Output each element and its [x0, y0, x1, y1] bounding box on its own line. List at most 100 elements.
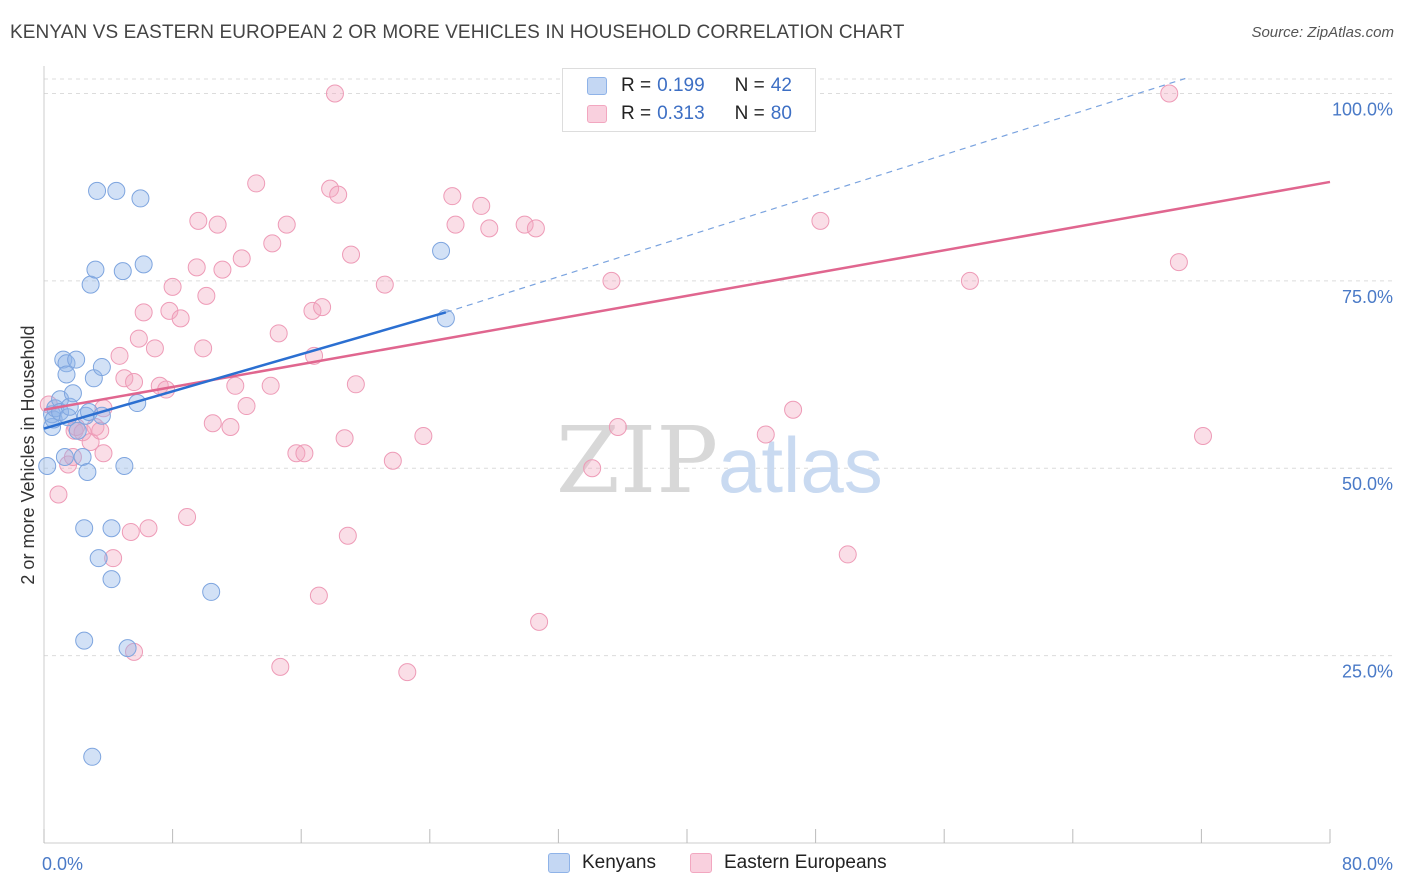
- eastern-point: [383, 451, 402, 470]
- eastern-point: [203, 414, 222, 433]
- kenyan-point: [92, 358, 111, 377]
- series-legend: Kenyans Eastern Europeans: [548, 852, 921, 874]
- eastern-point: [1160, 84, 1179, 103]
- legend-kenyans-label: Kenyans: [582, 852, 656, 873]
- kenyan-point: [202, 582, 221, 601]
- kenyan-point: [75, 631, 94, 650]
- eastern-point: [208, 215, 227, 234]
- eastern-point: [342, 245, 361, 264]
- kenyan-point: [131, 189, 150, 208]
- y-tick-label: 25.0%: [1342, 662, 1393, 682]
- y-tick-label: 50.0%: [1342, 474, 1393, 494]
- kenyan-point: [63, 384, 82, 403]
- eastern-european-points: [39, 84, 1213, 682]
- source-label: Source: ZipAtlas.com: [1251, 24, 1394, 41]
- legend-n-label: N =: [734, 103, 765, 124]
- eastern-point: [480, 219, 499, 238]
- trend-lines: [43, 77, 1331, 430]
- eastern-point: [277, 215, 296, 234]
- eastern-point: [756, 425, 775, 444]
- kenyan-point: [83, 747, 102, 766]
- kenyan-point: [118, 639, 137, 658]
- eastern-point: [472, 196, 491, 215]
- correlation-legend: R = 0.199 N = 42 R = 0.313 N = 80: [562, 68, 816, 132]
- eastern-point: [443, 187, 462, 206]
- eastern-point: [526, 219, 545, 238]
- eastern-point: [189, 211, 208, 230]
- eastern-point: [398, 663, 417, 682]
- eastern-point: [446, 215, 465, 234]
- eastern-point: [608, 418, 627, 437]
- eastern-point: [91, 421, 110, 440]
- kenyan-point: [73, 448, 92, 466]
- eastern-point: [1194, 427, 1213, 446]
- kenyan-swatch: [548, 853, 570, 873]
- y-axis-label: 2 or more Vehicles in Household: [18, 325, 38, 584]
- kenyan-point: [107, 181, 126, 200]
- kenyan-point: [89, 549, 108, 568]
- eastern-point: [178, 507, 197, 526]
- eastern-point: [187, 258, 206, 277]
- eastern-point: [329, 185, 348, 204]
- kenyan-point: [134, 255, 153, 274]
- eastern-point: [125, 373, 144, 392]
- eastern-point: [269, 324, 288, 343]
- eastern-point: [295, 444, 314, 463]
- eastern-point: [237, 397, 256, 416]
- kenyan-point: [78, 462, 97, 481]
- legend-row-eastern: R = 0.313 N = 80: [587, 101, 792, 127]
- kenyan-point: [55, 448, 74, 466]
- eastern-point: [226, 376, 245, 395]
- eastern-point: [602, 271, 621, 290]
- eastern-point: [271, 657, 290, 676]
- eastern-point: [338, 526, 357, 545]
- x-tick-labels: 0.0% 80.0%: [42, 854, 1393, 874]
- legend-item-eastern: Eastern Europeans: [689, 852, 887, 874]
- eastern-point: [49, 485, 68, 504]
- x-tick-label-max: 80.0%: [1342, 854, 1393, 874]
- kenyan-points: [38, 181, 455, 766]
- eastern-point: [346, 375, 365, 394]
- y-tick-label: 100.0%: [1332, 99, 1393, 119]
- kenyan-point: [81, 275, 100, 294]
- eastern-point: [414, 427, 433, 446]
- legend-eastern-label: Eastern Europeans: [723, 852, 887, 873]
- eastern-trend-line: [43, 180, 1331, 412]
- eastern-point: [303, 301, 322, 320]
- eastern-point: [335, 429, 354, 448]
- watermark: ZIP atlas: [556, 407, 883, 514]
- kenyan-point: [113, 262, 132, 281]
- kenyan-trend-extension: [445, 77, 1186, 313]
- eastern-point: [197, 286, 216, 305]
- eastern-point: [247, 174, 266, 193]
- kenyan-point: [88, 181, 107, 200]
- eastern-point: [583, 459, 602, 478]
- eastern-point: [121, 522, 140, 541]
- eastern-point: [232, 249, 251, 268]
- eastern-point: [261, 376, 280, 395]
- kenyan-point: [67, 350, 86, 369]
- eastern-point: [960, 271, 979, 290]
- eastern-point: [221, 418, 240, 437]
- eastern-swatch: [689, 853, 712, 873]
- axes: [43, 66, 1331, 844]
- legend-n-value: 42: [770, 75, 792, 96]
- eastern-point: [160, 301, 179, 320]
- eastern-point: [104, 549, 123, 568]
- eastern-point: [213, 260, 232, 279]
- kenyan-point: [75, 519, 94, 538]
- eastern-swatch: [587, 105, 607, 123]
- kenyan-point: [68, 421, 87, 440]
- eastern-point: [145, 339, 164, 358]
- eastern-point: [313, 298, 332, 317]
- eastern-point: [811, 211, 830, 230]
- legend-n-value: 80: [770, 103, 792, 124]
- gridlines: [44, 78, 1392, 657]
- watermark-zip: ZIP: [556, 407, 718, 514]
- eastern-point: [838, 545, 857, 564]
- eastern-point: [110, 346, 129, 365]
- kenyan-point: [432, 241, 451, 260]
- kenyan-point: [115, 456, 134, 475]
- eastern-point: [784, 400, 803, 419]
